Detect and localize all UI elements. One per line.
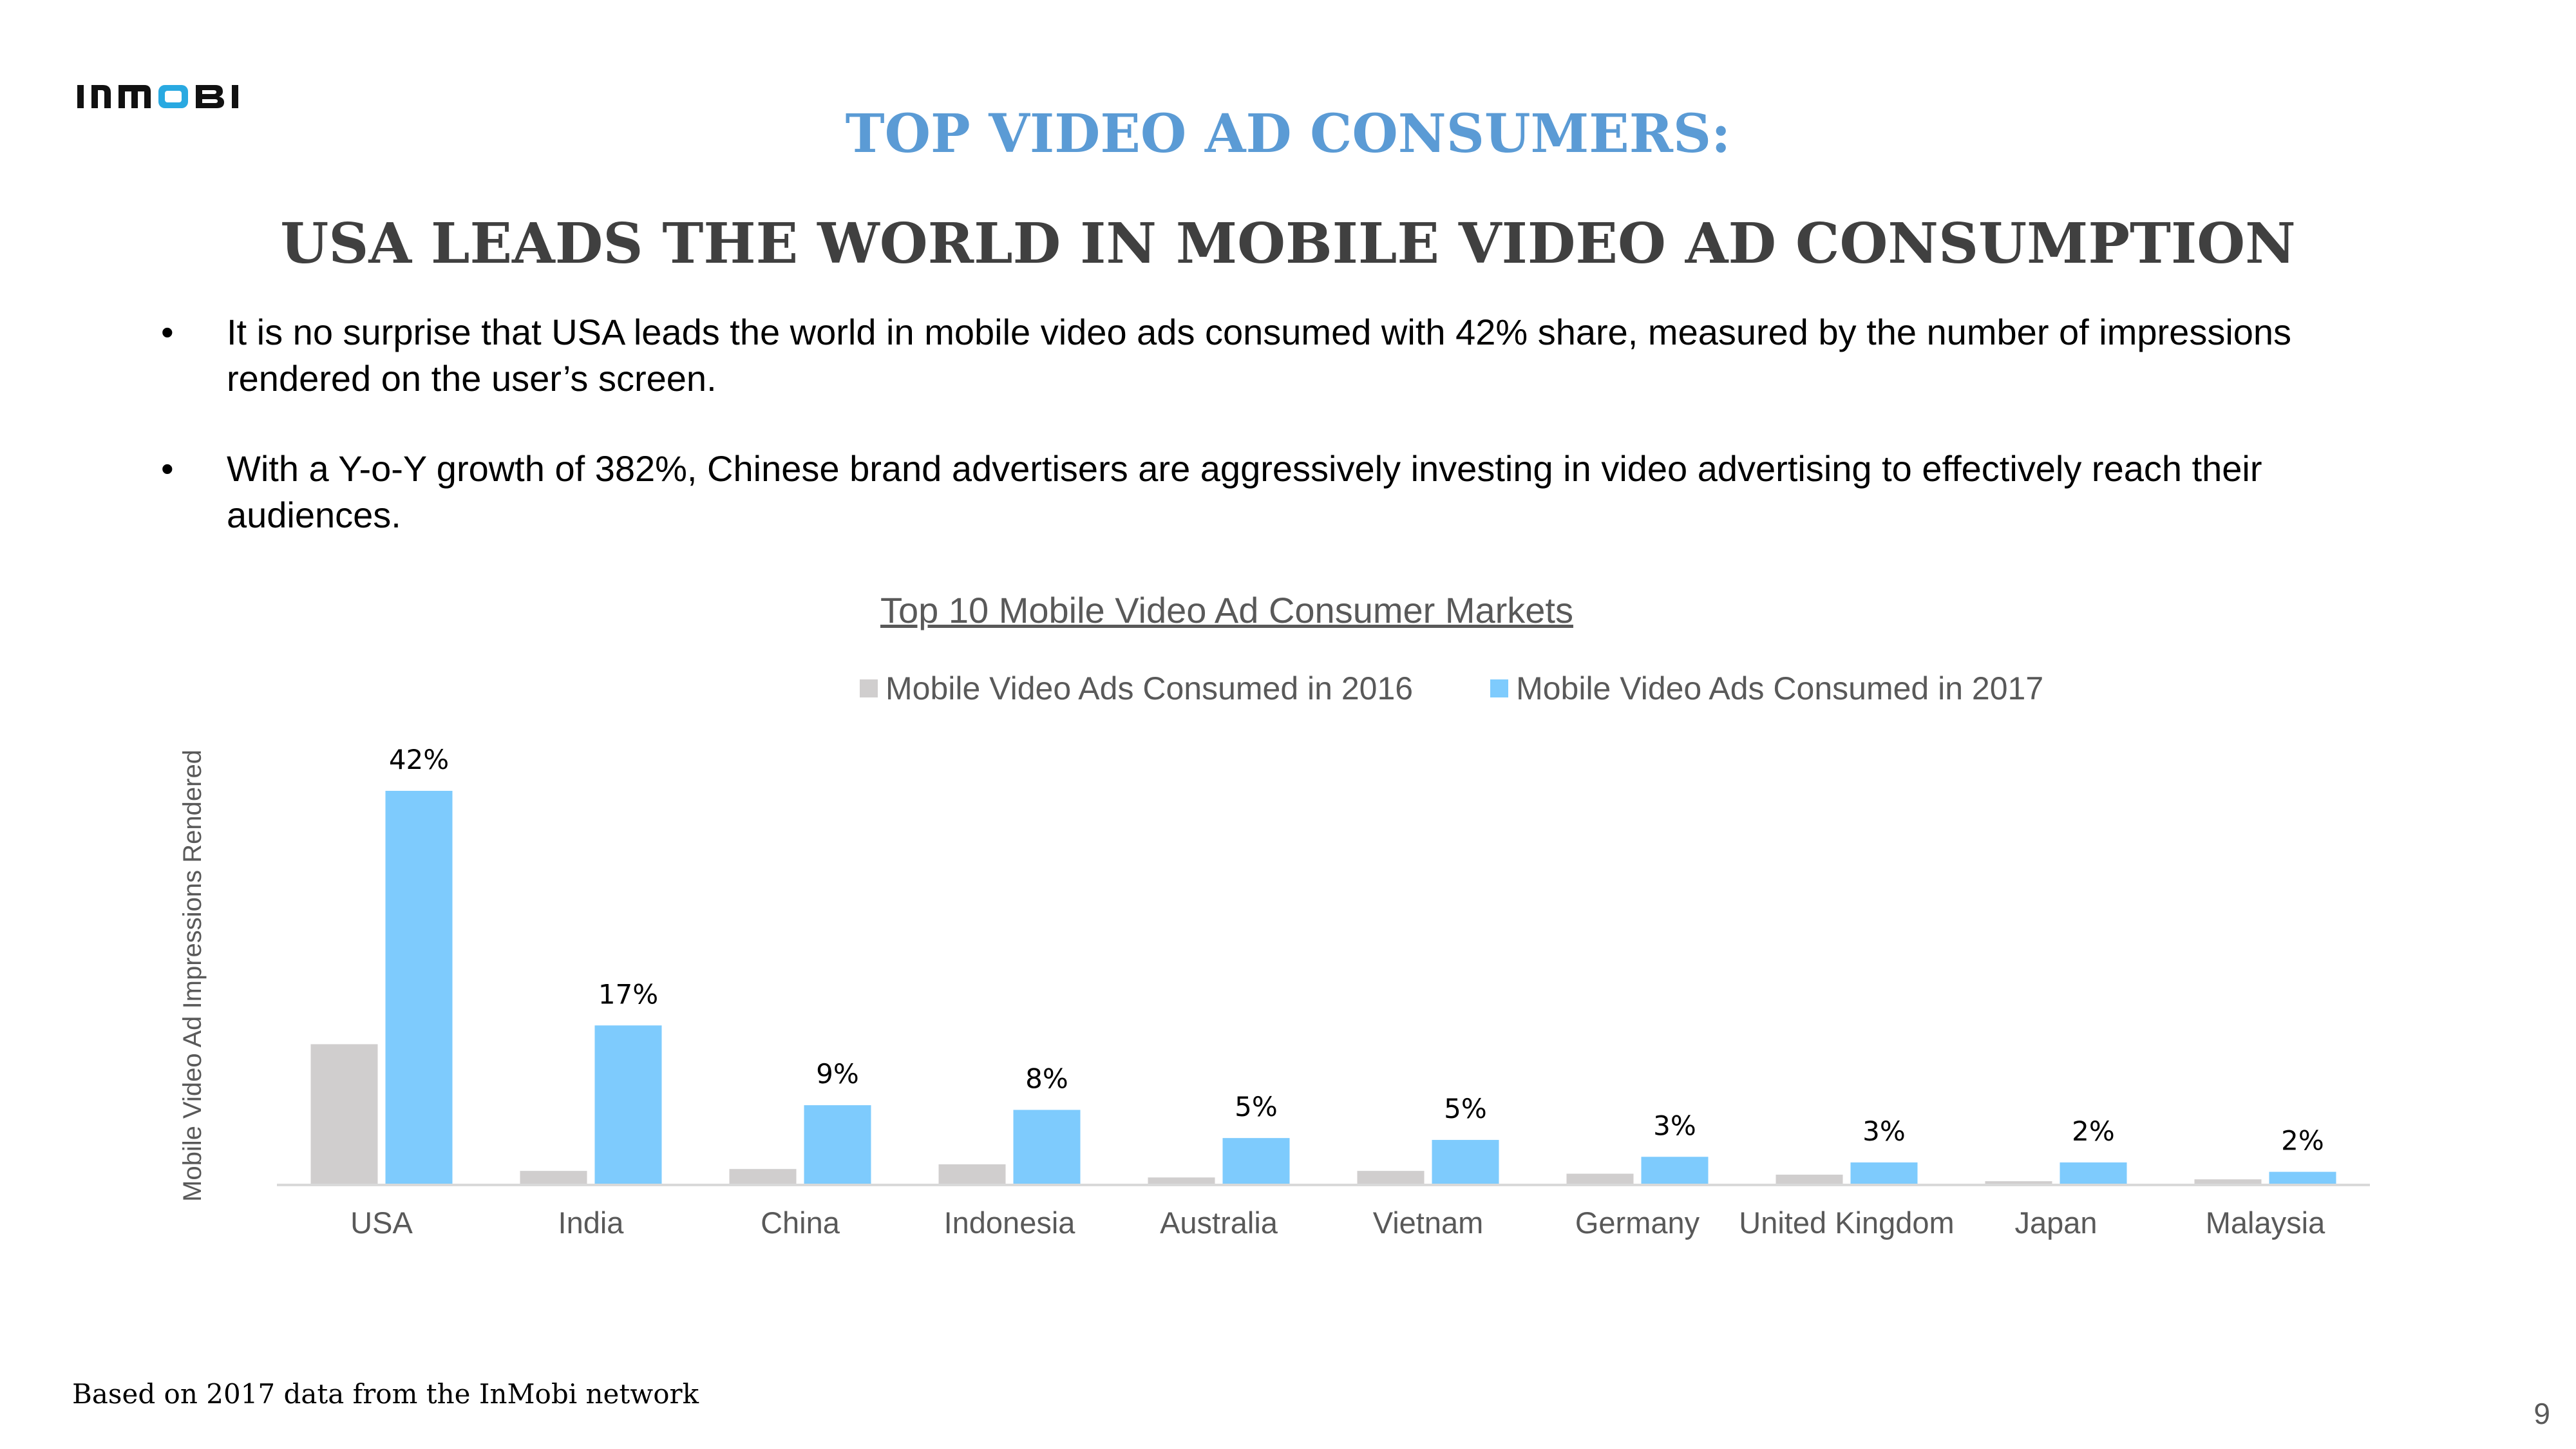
legend-swatch-2017 [1490, 679, 1509, 697]
bar-2016 [729, 1169, 797, 1185]
data-label: 5% [1235, 1091, 1278, 1122]
data-label: 42% [389, 744, 449, 775]
x-tick-label: Germany [1575, 1206, 1700, 1240]
chart-legend: Mobile Video Ads Consumed in 2016 Mobile… [860, 670, 2121, 707]
x-tick-label: Indonesia [944, 1206, 1076, 1240]
bar-2016 [938, 1164, 1006, 1185]
bullet-marker: • [161, 312, 174, 352]
x-tick-label: India [558, 1206, 625, 1240]
data-label: 2% [2281, 1125, 2324, 1157]
bullet-item: • With a Y-o-Y growth of 382%, Chinese b… [161, 446, 2363, 538]
bar-2016 [2194, 1179, 2262, 1185]
x-tick-label: United Kingdom [1739, 1206, 1954, 1240]
data-label: 2% [2072, 1115, 2115, 1147]
bullet-text: It is no surprise that USA leads the wor… [227, 312, 2292, 399]
bar-2017 [804, 1105, 871, 1185]
legend-label-2017: Mobile Video Ads Consumed in 2017 [1516, 670, 2044, 706]
data-label: 3% [1862, 1115, 1906, 1147]
data-label: 9% [816, 1058, 859, 1090]
bar-2016 [1776, 1174, 1843, 1185]
bar-2016 [1566, 1173, 1634, 1185]
legend-item-2017: Mobile Video Ads Consumed in 2017 [1490, 670, 2043, 707]
bar-2017 [2269, 1171, 2336, 1185]
data-label: 17% [598, 978, 658, 1010]
bar-2017 [1432, 1140, 1499, 1185]
chart-title: Top 10 Mobile Video Ad Consumer Markets [880, 590, 1573, 630]
bar-2017 [385, 791, 453, 1185]
inmobi-logo [77, 81, 290, 113]
bullet-list: • It is no surprise that USA leads the w… [161, 309, 2363, 582]
data-label: 8% [1025, 1063, 1068, 1094]
slide-title-primary: TOP VIDEO AD CONSUMERS: [845, 103, 1731, 165]
bar-2017 [1222, 1138, 1290, 1185]
bar-2016 [520, 1171, 587, 1185]
bar-2017 [1641, 1157, 1709, 1185]
legend-swatch-2016 [860, 679, 878, 697]
bullet-item: • It is no surprise that USA leads the w… [161, 309, 2363, 402]
legend-item-2016: Mobile Video Ads Consumed in 2016 [860, 670, 1413, 707]
bar-2016 [1357, 1171, 1425, 1185]
data-label: 5% [1444, 1093, 1487, 1124]
x-tick-label: Japan [2014, 1206, 2097, 1240]
bar-2017 [1013, 1110, 1081, 1185]
data-label: 3% [1653, 1110, 1696, 1141]
x-tick-label: Australia [1160, 1206, 1278, 1240]
legend-label-2016: Mobile Video Ads Consumed in 2016 [886, 670, 1414, 706]
x-tick-label: Vietnam [1373, 1206, 1484, 1240]
page-number: 9 [2533, 1397, 2550, 1430]
x-tick-label: USA [350, 1206, 413, 1240]
bar-2016 [1985, 1181, 2052, 1185]
slide-title-secondary: USA LEADS THE WORLD IN MOBILE VIDEO AD C… [280, 211, 2296, 276]
bar-2016 [310, 1044, 378, 1185]
bar-2017 [2060, 1162, 2127, 1185]
x-tick-label: China [761, 1206, 840, 1240]
bullet-text: With a Y-o-Y growth of 382%, Chinese bra… [227, 448, 2262, 535]
bar-2017 [594, 1025, 662, 1185]
y-axis-label: Mobile Video Ad Impressions Rendered [178, 750, 207, 1202]
x-tick-label: Malaysia [2206, 1206, 2325, 1240]
footnote: Based on 2017 data from the InMobi netwo… [72, 1378, 699, 1410]
bar-2017 [1850, 1162, 1918, 1185]
bullet-marker: • [161, 448, 174, 489]
bar-2016 [1148, 1177, 1215, 1185]
